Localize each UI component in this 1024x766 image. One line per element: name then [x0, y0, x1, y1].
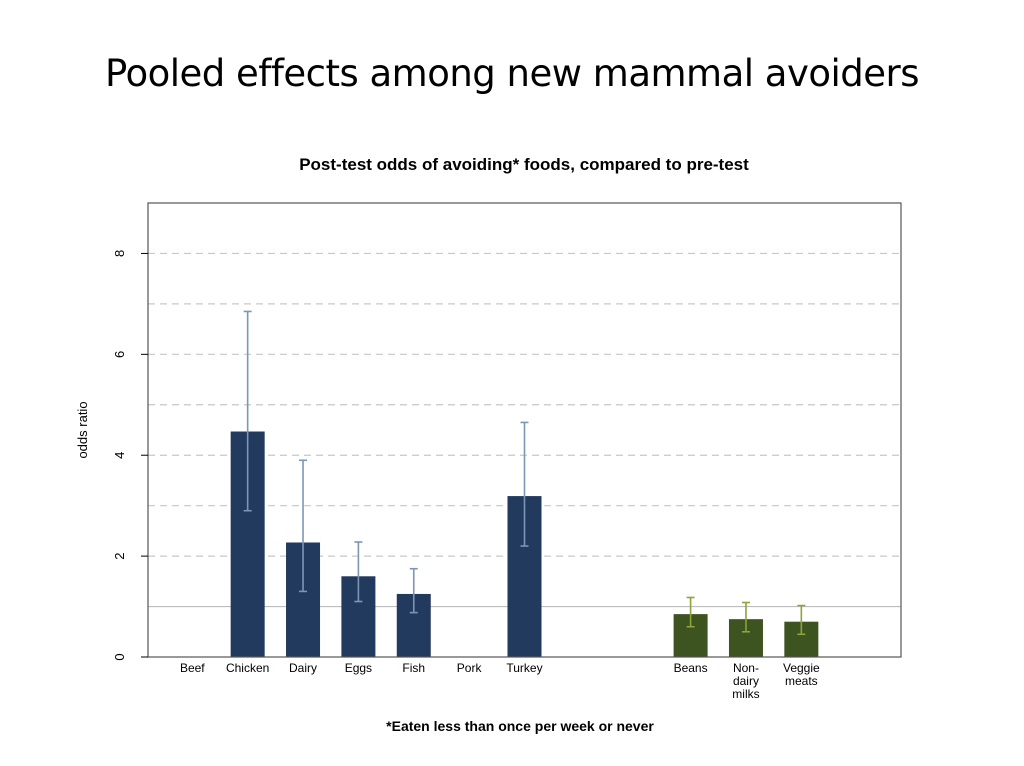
x-tick-label: Beans — [674, 661, 708, 675]
x-tick-label: Veggie meats — [783, 661, 820, 688]
x-tick-label: Dairy — [289, 661, 317, 675]
bars-layer — [230, 310, 819, 657]
slide-title: Pooled effects among new mammal avoiders — [104, 52, 920, 95]
plot-frame — [147, 202, 902, 658]
x-tick-label: Non-dairy milks — [732, 661, 759, 701]
y-tick-label: 8 — [112, 250, 127, 257]
x-axis-note: *Eaten less than once per week or never — [386, 718, 654, 734]
axes-layer: 0 2 4 6 8 Beef Chicken Dairy Eggs Fish Pork Turkey B… — [112, 202, 902, 701]
x-tick-label: Chicken — [226, 661, 269, 675]
x-tick-label: Beef — [180, 661, 205, 675]
x-tick-label: Pork — [457, 661, 483, 675]
y-tick-label: 6 — [112, 351, 127, 358]
y-axis-label: odds ratio — [75, 401, 90, 458]
y-tick-label: 4 — [112, 452, 127, 459]
chart-title: Post-test odds of avoiding* foods, compa… — [299, 155, 749, 174]
x-tick-label: Turkey — [506, 661, 542, 675]
x-tick-label: Eggs — [345, 661, 372, 675]
y-tick-label: 2 — [112, 552, 127, 559]
y-tick-label: 0 — [112, 653, 127, 660]
x-tick-label: Fish — [402, 661, 425, 675]
